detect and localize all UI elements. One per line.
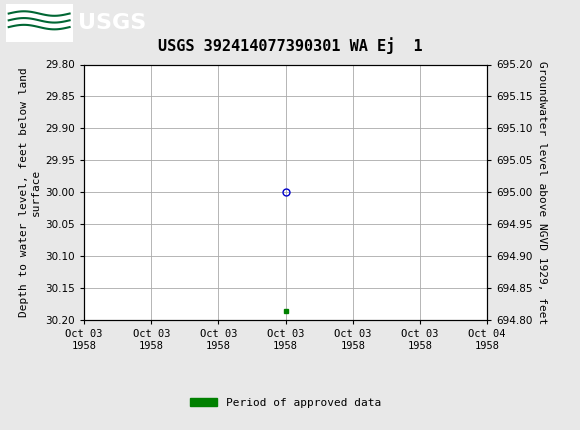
Text: USGS 392414077390301 WA Ej  1: USGS 392414077390301 WA Ej 1 <box>158 37 422 54</box>
Bar <box>6 3 72 42</box>
Y-axis label: Depth to water level, feet below land
surface: Depth to water level, feet below land su… <box>20 68 41 317</box>
Text: USGS: USGS <box>78 12 147 33</box>
Legend: Period of approved data: Period of approved data <box>185 393 386 412</box>
Y-axis label: Groundwater level above NGVD 1929, feet: Groundwater level above NGVD 1929, feet <box>537 61 547 324</box>
